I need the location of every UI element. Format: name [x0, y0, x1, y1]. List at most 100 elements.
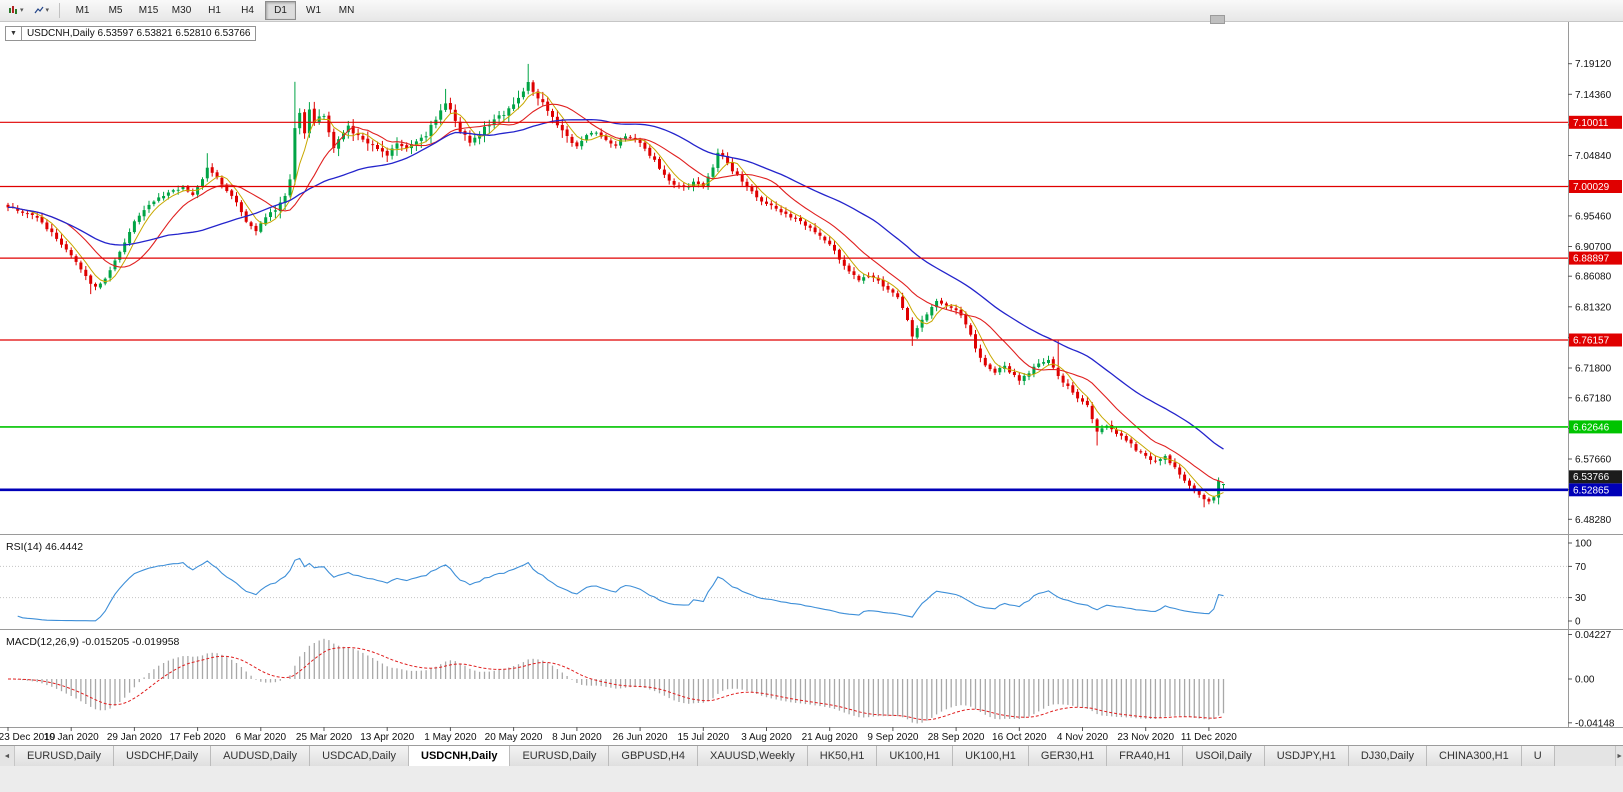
svg-text:7.19120: 7.19120 [1575, 59, 1612, 70]
tab-usdjpy-h1[interactable]: USDJPY,H1 [1264, 746, 1349, 766]
svg-text:0.04227: 0.04227 [1575, 630, 1612, 641]
toolbar: ▾ ▾ M1 M5 M15 M30 H1 H4 D1 W1 MN [0, 0, 1623, 22]
svg-text:3 Aug 2020: 3 Aug 2020 [741, 732, 792, 743]
tabs-scroll-left-button[interactable]: ◄ [0, 746, 15, 766]
svg-text:6.53766: 6.53766 [1573, 472, 1610, 483]
svg-text:23 Nov 2020: 23 Nov 2020 [1117, 732, 1174, 743]
svg-text:6.95460: 6.95460 [1575, 211, 1612, 222]
rsi-indicator-label: RSI(14) 46.4442 [6, 541, 83, 553]
tab-dj30-daily[interactable]: DJ30,Daily [1348, 746, 1428, 766]
timeframe-h1-button[interactable]: H1 [208, 5, 221, 16]
svg-text:20 May 2020: 20 May 2020 [485, 732, 543, 743]
caret-down-icon: ▾ [45, 7, 50, 14]
timeframe-d1-button[interactable]: D1 [265, 1, 297, 20]
price-line-label-6.62646: 6.62646 [1569, 420, 1622, 434]
svg-text:15 Jul 2020: 15 Jul 2020 [677, 732, 729, 743]
tab-hk50-h1[interactable]: HK50,H1 [807, 746, 878, 766]
ohlc-high: 6.53821 [136, 28, 173, 39]
price-line-label-7.10011: 7.10011 [1569, 115, 1622, 129]
svg-text:30: 30 [1575, 593, 1587, 604]
macd-current-values: -0.015205 -0.019958 [81, 636, 180, 648]
toolbar-separator [59, 3, 61, 18]
tab-china300-h1[interactable]: CHINA300,H1 [1427, 746, 1522, 766]
svg-text:21 Aug 2020: 21 Aug 2020 [802, 732, 859, 743]
tab-gbpusd-h4[interactable]: GBPUSD,H4 [609, 746, 698, 766]
rsi-line [17, 557, 1224, 622]
ohlc-close: 6.53766 [214, 28, 251, 39]
rsi-name: RSI(14) [6, 541, 43, 553]
chart-canvas[interactable]: 7.191207.143607.096007.048407.000806.954… [0, 22, 1623, 745]
rsi-pane: 100 70 30 0 [0, 539, 1592, 628]
svg-text:1 May 2020: 1 May 2020 [424, 732, 477, 743]
svg-text:7.00029: 7.00029 [1573, 182, 1610, 193]
ohlc-open: 6.53597 [97, 28, 134, 39]
svg-text:6.67180: 6.67180 [1575, 393, 1612, 404]
svg-text:6.71800: 6.71800 [1575, 364, 1612, 375]
svg-text:6.57660: 6.57660 [1575, 455, 1612, 466]
tab-uk100-h1[interactable]: UK100,H1 [953, 746, 1029, 766]
price-line-label-6.52865: 6.52865 [1569, 483, 1622, 497]
caret-down-icon: ▼ [10, 30, 17, 37]
svg-text:6.62646: 6.62646 [1573, 422, 1610, 433]
timeframe-mn-button[interactable]: MN [338, 5, 355, 16]
svg-text:10 Jan 2020: 10 Jan 2020 [44, 732, 99, 743]
svg-text:25 Mar 2020: 25 Mar 2020 [296, 732, 353, 743]
chart-type-dropdown-button[interactable]: ▾ [4, 1, 28, 21]
svg-text:6.90700: 6.90700 [1575, 242, 1612, 253]
price-line-label-7.00029: 7.00029 [1569, 180, 1622, 193]
timeframe-group: M1 M5 M15 M30 H1 H4 D1 W1 MN [66, 1, 363, 20]
chart-tabs-bar: ◄ EURUSD,Daily USDCHF,Daily AUDUSD,Daily US… [0, 745, 1623, 766]
status-bar [0, 766, 1623, 792]
macd-name: MACD(12,26,9) [6, 636, 79, 648]
svg-text:17 Feb 2020: 17 Feb 2020 [170, 732, 227, 743]
line-chart-icon [34, 5, 44, 17]
svg-text:6.88897: 6.88897 [1573, 254, 1610, 265]
svg-text:6 Mar 2020: 6 Mar 2020 [236, 732, 287, 743]
timeframe-h4-button[interactable]: H4 [241, 5, 254, 16]
ma-5-line [7, 91, 1224, 498]
pane-separators[interactable] [0, 534, 1623, 728]
timeframe-m30-button[interactable]: M30 [171, 5, 192, 16]
timeframe-w1-button[interactable]: W1 [306, 5, 322, 16]
tab-usoil-daily[interactable]: USOil,Daily [1183, 746, 1265, 766]
tab-usdcad-daily[interactable]: USDCAD,Daily [310, 746, 410, 766]
chart-objects-toggle[interactable]: ▼ [5, 26, 22, 41]
tab-xauusd-weekly[interactable]: XAUUSD,Weekly [697, 746, 808, 766]
tab-u[interactable]: U [1521, 746, 1555, 766]
caret-down-icon: ▾ [20, 7, 24, 14]
svg-text:100: 100 [1575, 539, 1592, 550]
svg-text:6.81320: 6.81320 [1575, 302, 1612, 313]
candlestick-chart-icon [8, 5, 18, 17]
svg-text:6.76157: 6.76157 [1573, 336, 1610, 347]
chart-tabs-list: EURUSD,Daily USDCHF,Daily AUDUSD,Daily USDC… [15, 746, 1623, 766]
macd-indicator-label: MACD(12,26,9) -0.015205 -0.019958 [6, 636, 179, 648]
svg-text:13 Apr 2020: 13 Apr 2020 [360, 732, 414, 743]
timeframe-m5-button[interactable]: M5 [108, 5, 123, 16]
tab-usdchf-daily[interactable]: USDCHF,Daily [113, 746, 212, 766]
timeframe-m15-button[interactable]: M15 [138, 5, 159, 16]
tabs-scroll-right-button[interactable]: ► [1615, 746, 1623, 766]
svg-text:-0.04148: -0.04148 [1575, 718, 1615, 729]
tab-audusd-daily[interactable]: AUDUSD,Daily [211, 746, 311, 766]
tab-eurusd-daily[interactable]: EURUSD,Daily [15, 746, 114, 766]
chart-hscroll-thumb[interactable] [1210, 15, 1225, 24]
svg-text:23 Dec 2019: 23 Dec 2019 [0, 732, 56, 743]
price-line-label-6.88897: 6.88897 [1569, 251, 1622, 265]
svg-text:6.48280: 6.48280 [1575, 515, 1612, 526]
line-style-dropdown-button[interactable]: ▾ [30, 1, 54, 21]
tab-uk100-h1[interactable]: UK100,H1 [877, 746, 954, 766]
svg-text:7.14360: 7.14360 [1575, 90, 1612, 101]
ma-34-line [7, 118, 1224, 450]
timeframe-m1-button[interactable]: M1 [75, 5, 90, 16]
tab-usdcnh-daily[interactable]: USDCNH,Daily [409, 746, 511, 766]
tab-ger30-h1[interactable]: GER30,H1 [1028, 746, 1108, 766]
tab-fra40-h1[interactable]: FRA40,H1 [1107, 746, 1184, 766]
svg-text:16 Oct 2020: 16 Oct 2020 [992, 732, 1047, 743]
svg-text:0.00: 0.00 [1575, 675, 1595, 686]
tab-eurusd-daily[interactable]: EURUSD,Daily [510, 746, 610, 766]
svg-text:4 Nov 2020: 4 Nov 2020 [1057, 732, 1109, 743]
chart-area[interactable]: 7.191207.143607.096007.048407.000806.954… [0, 22, 1623, 745]
horizontal-price-lines [0, 121, 1568, 492]
